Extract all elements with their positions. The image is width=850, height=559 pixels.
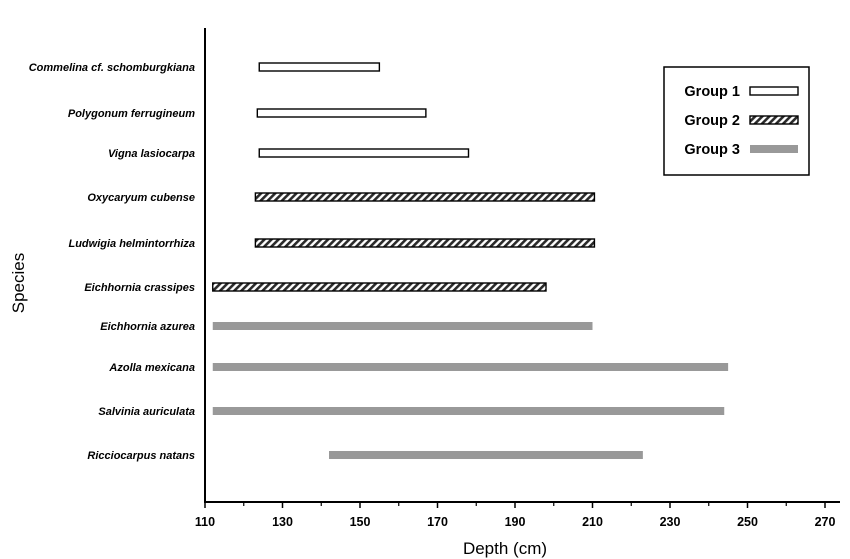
range-bar [329, 451, 643, 459]
legend-label: Group 3 [684, 142, 740, 158]
x-tick-label: 250 [737, 515, 758, 529]
species-label: Eichhornia crassipes [84, 282, 195, 294]
range-bar [254, 238, 596, 248]
range-bar [258, 148, 470, 158]
x-tick-label: 170 [427, 515, 448, 529]
range-bar [254, 192, 596, 202]
legend-swatch [749, 115, 799, 125]
x-ticks: 110 130 150 170 190 210 230 250 270 [195, 502, 836, 529]
species-label: Vigna lasiocarpa [108, 148, 195, 160]
range-bar [212, 407, 725, 415]
species-label: Oxycaryum cubense [87, 192, 195, 204]
legend: Group 1 Group 2 Group 3 [663, 66, 810, 176]
species-label: Azolla mexicana [108, 362, 195, 374]
species-label: Commelina cf. schomburgkiana [29, 62, 195, 74]
plot-area: Commelina cf. schomburgkiana Polygonum fe… [29, 62, 729, 462]
x-tick-label: 110 [195, 515, 215, 529]
x-tick-label: 210 [582, 515, 603, 529]
species-label: Eichhornia azurea [100, 321, 195, 333]
axes: 110 130 150 170 190 210 230 250 270 [195, 28, 840, 529]
y-axis-title: Species [9, 253, 28, 313]
legend-swatch [750, 145, 798, 153]
range-bar [258, 62, 381, 72]
x-tick-label: 130 [272, 515, 293, 529]
legend-swatch [749, 86, 799, 96]
species-label: Salvinia auriculata [98, 406, 195, 418]
x-tick-label: 230 [660, 515, 681, 529]
x-tick-label: 270 [815, 515, 836, 529]
x-tick-label: 190 [505, 515, 526, 529]
x-tick-label: 150 [350, 515, 371, 529]
species-label: Ricciocarpus natans [87, 450, 195, 462]
legend-label: Group 2 [684, 113, 740, 129]
range-bar [256, 108, 427, 118]
range-bar [212, 322, 593, 330]
legend-label: Group 1 [684, 84, 740, 100]
species-label: Ludwigia helmintorrhiza [68, 238, 195, 250]
range-bar [212, 363, 729, 371]
x-axis-title: Depth (cm) [463, 539, 547, 558]
species-label: Polygonum ferrugineum [68, 108, 195, 120]
range-bar [212, 282, 547, 292]
